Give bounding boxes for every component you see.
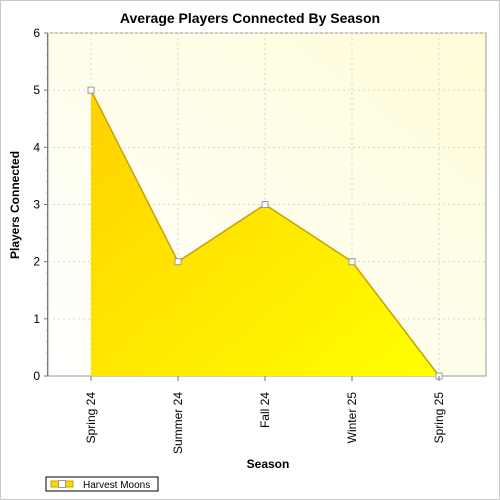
x-tick-label: Spring 25 <box>432 392 446 444</box>
chart-title: Average Players Connected By Season <box>120 10 380 26</box>
y-axis-label: Players Connected <box>8 151 22 259</box>
y-tick-label: 4 <box>33 140 40 154</box>
data-point-winter-25 <box>348 258 356 266</box>
y-tick-label: 2 <box>33 255 40 269</box>
data-point-fall-24 <box>261 201 269 208</box>
x-tick-label: Fall 24 <box>258 392 272 428</box>
axes: 0 1 2 3 4 5 6 Spring 24 Summer 24 Fall 24 Winter 2… <box>33 26 446 454</box>
data-point-spring-24 <box>87 86 95 94</box>
legend-entry: Harvest Moons <box>83 480 150 491</box>
y-tick-label: 3 <box>33 198 40 212</box>
y-tick-label: 1 <box>33 312 40 326</box>
x-tick-label: Spring 24 <box>84 392 98 444</box>
x-axis-label: Season <box>247 457 290 471</box>
series-area-fill <box>91 90 439 377</box>
legend-marker <box>58 480 66 488</box>
x-tick-label: Winter 25 <box>345 392 359 444</box>
y-tick-label: 6 <box>33 26 40 40</box>
y-tick-label: 0 <box>33 369 40 383</box>
legend: Harvest Moons <box>45 476 159 492</box>
y-tick-label: 5 <box>33 83 40 97</box>
data-point-summer-24 <box>174 258 182 266</box>
x-tick-label: Summer 24 <box>171 392 185 454</box>
legend-box <box>45 476 159 492</box>
